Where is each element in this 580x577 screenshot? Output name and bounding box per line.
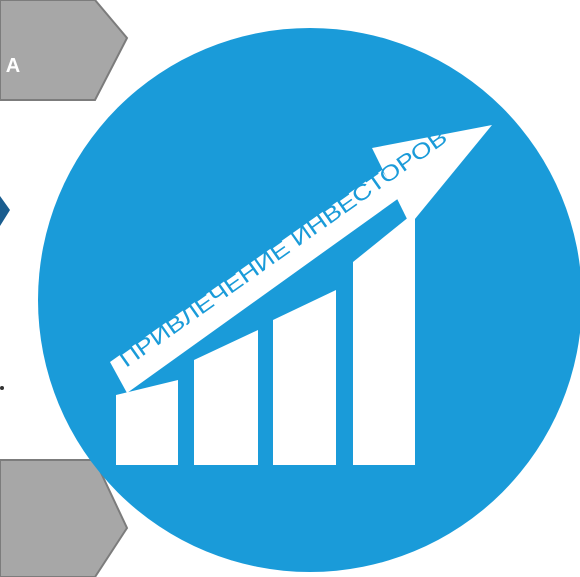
chevron-right-icon: [0, 196, 10, 226]
bar-2: [194, 330, 258, 465]
arrow-banner: [110, 170, 399, 393]
growth-arrow: [110, 125, 492, 393]
emblem-circle: [38, 28, 580, 572]
bottom-tab-shape: [0, 459, 129, 577]
arrow-head: [372, 125, 492, 225]
bar-4: [353, 212, 415, 465]
bar-3: [273, 290, 336, 465]
bar-1: [116, 380, 178, 465]
dot-icon: [0, 386, 4, 390]
top-tab-label: А: [5, 54, 21, 77]
top-tab-shape: [0, 0, 129, 101]
